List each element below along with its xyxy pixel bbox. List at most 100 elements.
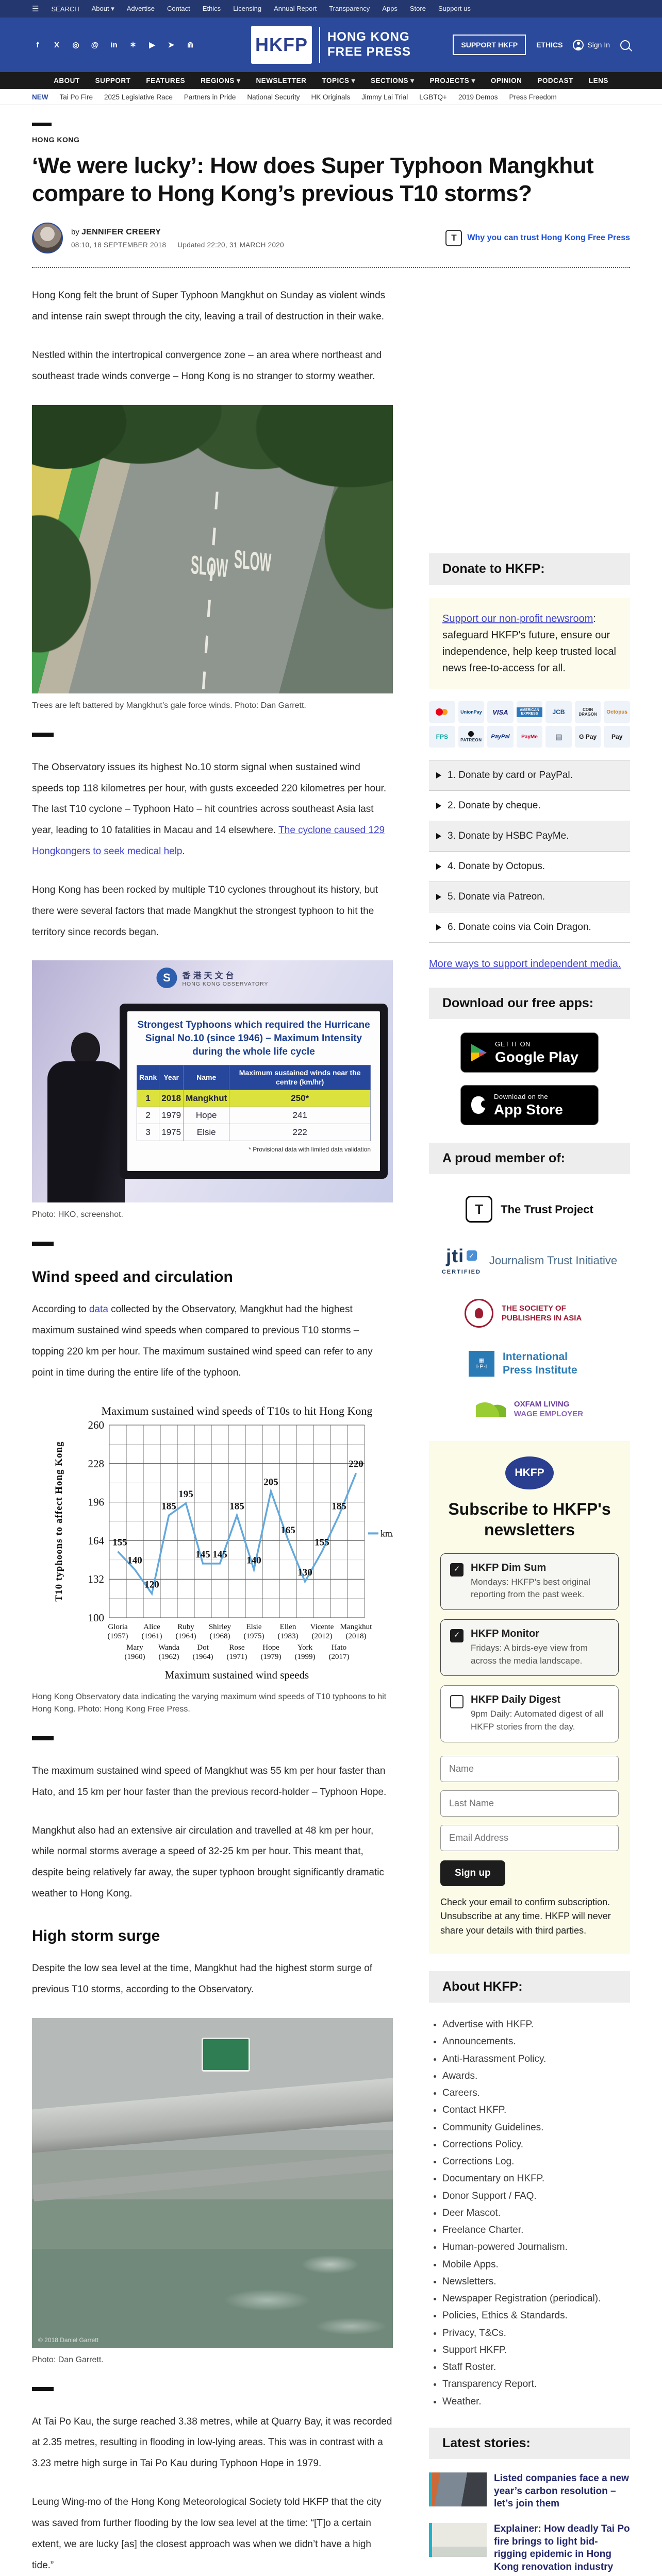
instagram-icon[interactable]: ◎ bbox=[72, 41, 79, 49]
about-link[interactable]: Newspaper Registration (periodical). bbox=[442, 2290, 630, 2307]
checkbox-checked[interactable]: ✓ bbox=[450, 1629, 464, 1642]
ethics-link[interactable]: ETHICS bbox=[536, 41, 563, 49]
about-link[interactable]: Contact HKFP. bbox=[442, 2102, 630, 2119]
donate-method-row[interactable]: 6. Donate coins via Coin Dragon. bbox=[429, 912, 630, 943]
utility-link-annual-report[interactable]: Annual Report bbox=[274, 5, 317, 12]
about-link[interactable]: Freelance Charter. bbox=[442, 2222, 630, 2239]
inline-link[interactable]: The cyclone caused 129 Hongkongers to se… bbox=[32, 825, 385, 857]
utility-link-transparency[interactable]: Transparency bbox=[329, 5, 370, 12]
telegram-icon[interactable]: ➤ bbox=[168, 41, 175, 49]
checkbox-unchecked[interactable] bbox=[450, 1695, 464, 1709]
newsletter-option[interactable]: HKFP Daily Digest 9pm Daily: Automated di… bbox=[440, 1685, 619, 1742]
google-play-badge[interactable]: GET IT ON Google Play bbox=[460, 1032, 599, 1073]
ticker-link[interactable]: Press Freedom bbox=[509, 93, 557, 101]
site-logo[interactable]: HKFP HONG KONG FREE PRESS bbox=[251, 26, 411, 64]
about-link[interactable]: Human-powered Journalism. bbox=[442, 2239, 630, 2256]
newsletter-option[interactable]: ✓ HKFP Monitor Fridays: A birds-eye view f… bbox=[440, 1619, 619, 1676]
nav-item-sections[interactable]: SECTIONS ▾ bbox=[370, 76, 415, 84]
ipi-logo[interactable]: ▦ I·P·I International Press Institute bbox=[469, 1350, 590, 1377]
ticker-link[interactable]: 2025 Legislative Race bbox=[104, 93, 173, 101]
donate-method-row[interactable]: 1. Donate by card or PayPal. bbox=[429, 760, 630, 791]
first-name-input[interactable] bbox=[440, 1755, 619, 1782]
about-link[interactable]: Community Guidelines. bbox=[442, 2119, 630, 2136]
checkbox-checked[interactable]: ✓ bbox=[450, 1563, 464, 1577]
oxfam-logo[interactable]: OXFAM LIVING WAGE EMPLOYER bbox=[475, 1399, 583, 1419]
support-newsroom-link[interactable]: Support our non-profit newsroom bbox=[442, 613, 593, 625]
about-link[interactable]: Deer Mascot. bbox=[442, 2205, 630, 2222]
more-ways-link[interactable]: More ways to support independent media. bbox=[429, 958, 621, 970]
about-link[interactable]: Newsletters. bbox=[442, 2273, 630, 2290]
utility-link-ethics[interactable]: Ethics bbox=[202, 5, 221, 12]
utility-link-store[interactable]: Store bbox=[409, 5, 426, 12]
about-link[interactable]: Privacy, T&Cs. bbox=[442, 2325, 630, 2342]
author-avatar[interactable] bbox=[32, 223, 63, 254]
facebook-icon[interactable]: f bbox=[36, 40, 39, 49]
about-link[interactable]: Careers. bbox=[442, 2084, 630, 2102]
about-link[interactable]: Documentary on HKFP. bbox=[442, 2170, 630, 2187]
utility-link-apps[interactable]: Apps bbox=[382, 5, 398, 12]
about-link[interactable]: Weather. bbox=[442, 2393, 630, 2410]
search-link[interactable]: SEARCH bbox=[51, 5, 79, 13]
x-twitter-icon[interactable]: X bbox=[54, 40, 59, 49]
about-link[interactable]: Anti-Harassment Policy. bbox=[442, 2050, 630, 2067]
about-link[interactable]: Awards. bbox=[442, 2067, 630, 2084]
jti-logo[interactable]: jti ✓ CERTIFIED Journalism Trust Initiati… bbox=[441, 1245, 618, 1276]
about-link[interactable]: Policies, Ethics & Standards. bbox=[442, 2307, 630, 2324]
nav-item-projects[interactable]: PROJECTS ▾ bbox=[429, 76, 475, 84]
about-link[interactable]: Support HKFP. bbox=[442, 2342, 630, 2359]
about-link[interactable]: Donor Support / FAQ. bbox=[442, 2188, 630, 2205]
ticker-link[interactable]: HK Originals bbox=[311, 93, 351, 101]
ticker-link[interactable]: Jimmy Lai Trial bbox=[361, 93, 408, 101]
ticker-link[interactable]: National Security bbox=[247, 93, 300, 101]
app-store-badge[interactable]: Download on the App Store bbox=[460, 1085, 599, 1126]
nav-item-support[interactable]: SUPPORT bbox=[95, 77, 131, 84]
support-hkfp-button[interactable]: SUPPORT HKFP bbox=[453, 35, 526, 55]
latest-story[interactable]: Listed companies face a new year’s carbo… bbox=[429, 2472, 630, 2511]
about-link[interactable]: Corrections Log. bbox=[442, 2153, 630, 2170]
threads-icon[interactable]: @ bbox=[91, 40, 99, 49]
ticker-link[interactable]: Tai Po Fire bbox=[59, 93, 93, 101]
donate-method-row[interactable]: 5. Donate via Patreon. bbox=[429, 882, 630, 913]
signup-button[interactable]: Sign up bbox=[440, 1860, 505, 1886]
donate-method-row[interactable]: 3. Donate by HSBC PayMe. bbox=[429, 821, 630, 852]
author-name[interactable]: JENNIFER CREERY bbox=[81, 227, 161, 236]
ticker-link[interactable]: 2019 Demos bbox=[458, 93, 498, 101]
rss-icon[interactable]: ⋒ bbox=[187, 41, 194, 49]
email-input[interactable] bbox=[440, 1824, 619, 1851]
nav-item-newsletter[interactable]: NEWSLETTER bbox=[256, 77, 307, 84]
donate-method-row[interactable]: 4. Donate by Octopus. bbox=[429, 852, 630, 883]
about-link[interactable]: Advertise with HKFP. bbox=[442, 2016, 630, 2033]
sign-in-link[interactable]: Sign In bbox=[573, 39, 610, 50]
search-icon[interactable] bbox=[620, 40, 630, 50]
utility-link-advertise[interactable]: Advertise bbox=[126, 5, 155, 12]
nav-item-about[interactable]: ABOUT bbox=[54, 77, 80, 84]
nav-item-lens[interactable]: LENS bbox=[588, 77, 608, 84]
about-link[interactable]: Corrections Policy. bbox=[442, 2136, 630, 2153]
nav-item-podcast[interactable]: PODCAST bbox=[537, 77, 573, 84]
trust-project-logo[interactable]: T The Trust Project bbox=[466, 1196, 593, 1223]
sopa-logo[interactable]: THE SOCIETY OF PUBLISHERS IN ASIA bbox=[465, 1299, 594, 1328]
newsletter-option[interactable]: ✓ HKFP Dim Sum Mondays: HKFP's best origin… bbox=[440, 1553, 619, 1610]
ticker-link[interactable]: LGBTQ+ bbox=[419, 93, 447, 101]
nav-item-opinion[interactable]: OPINION bbox=[490, 77, 522, 84]
trust-link[interactable]: T Why you can trust Hong Kong Free Press bbox=[445, 230, 630, 247]
last-name-input[interactable] bbox=[440, 1790, 619, 1817]
youtube-icon[interactable]: ▶ bbox=[149, 41, 155, 49]
nav-item-regions[interactable]: REGIONS ▾ bbox=[201, 76, 241, 84]
nav-item-features[interactable]: FEATURES bbox=[146, 77, 186, 84]
utility-link-licensing[interactable]: Licensing bbox=[233, 5, 262, 12]
latest-story[interactable]: Explainer: How deadly Tai Po fire brings… bbox=[429, 2523, 630, 2574]
about-link[interactable]: Mobile Apps. bbox=[442, 2256, 630, 2273]
nav-item-topics[interactable]: TOPICS ▾ bbox=[322, 76, 355, 84]
about-link[interactable]: Announcements. bbox=[442, 2033, 630, 2050]
utility-link-about[interactable]: About ▾ bbox=[91, 5, 114, 12]
bluesky-icon[interactable]: ✶ bbox=[129, 41, 137, 49]
about-link[interactable]: Transparency Report. bbox=[442, 2376, 630, 2393]
menu-icon[interactable]: ☰ bbox=[32, 5, 39, 13]
ticker-link[interactable]: Partners in Pride bbox=[184, 93, 236, 101]
inline-link[interactable]: data bbox=[89, 1304, 108, 1315]
linkedin-icon[interactable]: in bbox=[110, 40, 118, 49]
utility-link-contact[interactable]: Contact bbox=[167, 5, 190, 12]
about-link[interactable]: Staff Roster. bbox=[442, 2359, 630, 2376]
utility-link-support-us[interactable]: Support us bbox=[438, 5, 471, 12]
